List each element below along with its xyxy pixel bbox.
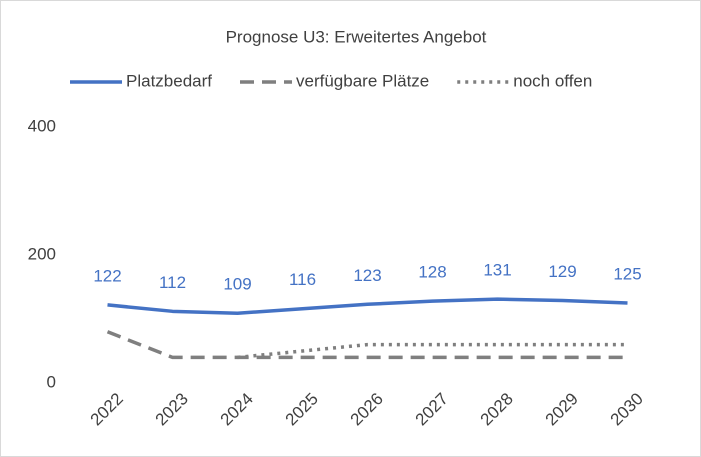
series-line (237, 342, 628, 360)
y-tick-label: 400 (28, 116, 56, 135)
data-label: 122 (93, 266, 121, 285)
legend-label: verfügbare Plätze (296, 71, 429, 90)
data-label: 123 (353, 266, 381, 285)
chart-title: Prognose U3: Erweitertes Angebot (226, 27, 487, 46)
data-label: 112 (159, 273, 186, 292)
data-label: 129 (548, 262, 576, 281)
series-line (107, 297, 628, 315)
data-label: 131 (483, 261, 511, 280)
data-label: 109 (223, 275, 251, 294)
y-tick-label: 200 (28, 244, 56, 263)
series-line (106, 330, 628, 360)
data-label: 128 (418, 263, 446, 282)
data-label: 125 (613, 264, 641, 283)
legend-label: Platzbedarf (126, 71, 212, 90)
legend-label: noch offen (513, 71, 592, 90)
y-tick-label: 0 (47, 372, 56, 391)
data-label: 116 (289, 270, 316, 289)
